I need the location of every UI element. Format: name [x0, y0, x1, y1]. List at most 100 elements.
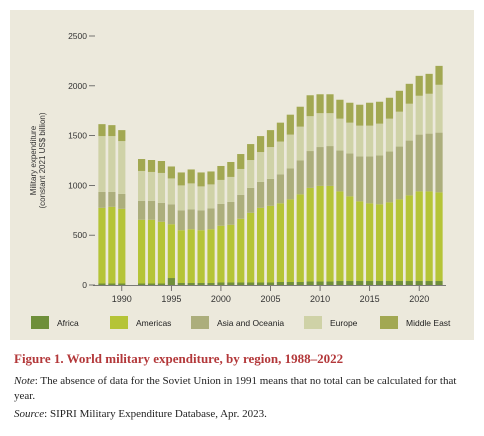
bar-segment [286, 134, 294, 169]
bar-segment [217, 282, 225, 285]
figure-note: Note: The absence of data for the Soviet… [14, 374, 470, 404]
x-axis: 1990 1995 2000 2005 2010 2015 2020 [93, 285, 446, 304]
bar-segment [356, 201, 364, 282]
bar-segment [227, 161, 235, 177]
bar-segment [366, 281, 374, 285]
bar-segment [247, 144, 255, 161]
bar-segment [187, 283, 195, 285]
bar-segment [108, 125, 116, 137]
bar-segment [385, 118, 394, 152]
bar-segment [316, 147, 324, 186]
y-tick-label: 2500 [68, 31, 87, 41]
bar-segment [256, 282, 265, 285]
bar-segment [405, 103, 413, 141]
bar-segment [237, 194, 245, 219]
bar-segment [425, 281, 433, 285]
bar-segment [98, 207, 106, 284]
y-axis: 0 500 1000 1500 2000 2500 [68, 31, 95, 290]
bar-segment [108, 206, 116, 284]
bar-segment [187, 169, 195, 184]
bar-segment [207, 184, 215, 209]
bar-segment [276, 174, 285, 204]
bar-segment [256, 136, 265, 153]
bar-segment [247, 160, 255, 188]
legend-label: Middle East [406, 318, 451, 328]
bar-segment [415, 191, 423, 282]
bar-segment [296, 106, 304, 127]
bar-segment [306, 116, 314, 152]
y-tick-label: 0 [82, 280, 87, 290]
bar-segment [415, 75, 423, 96]
bar-segment [326, 185, 334, 282]
bar-segment [207, 208, 215, 230]
bar-segment [326, 94, 334, 114]
bar-segment [375, 281, 384, 285]
x-tick-label: 1990 [112, 294, 132, 304]
bar-segment [98, 136, 106, 192]
bar-segment [356, 281, 364, 285]
y-tick-label: 1000 [68, 180, 87, 190]
y-axis-title: Military expenditure (constant 2021 US$ b… [29, 112, 47, 208]
figure-title: World military expenditure, by region, 1… [66, 351, 344, 366]
bar-segment [316, 281, 324, 285]
bar-segment [385, 202, 394, 282]
legend-swatch [191, 316, 209, 329]
bar-segment [435, 65, 443, 85]
bar-segment [98, 124, 106, 137]
bar-segment [405, 83, 413, 104]
bar-segment [138, 200, 146, 220]
legend-label: Europe [330, 318, 358, 328]
bar-segment [177, 172, 185, 186]
bar-segment [405, 140, 413, 196]
bar-segment [346, 102, 354, 123]
bar-segment [316, 185, 324, 282]
bar-segment [306, 187, 314, 282]
bar-segment [286, 282, 294, 285]
bar-segment [167, 204, 175, 225]
bar-segment [197, 230, 205, 284]
bar-segment [276, 122, 285, 142]
bar-segment [336, 150, 344, 192]
bar-segment [346, 122, 354, 154]
bar-segment [147, 160, 156, 172]
y-axis-title-line: Military expenditure [29, 125, 38, 195]
bars [98, 65, 443, 285]
bar-segment [286, 199, 294, 283]
bar-segment [366, 102, 374, 126]
bar-segment [247, 212, 255, 283]
bar-segment [385, 151, 394, 203]
y-tick-label: 500 [73, 230, 87, 240]
bar-segment [336, 281, 344, 285]
bar-segment [157, 172, 166, 203]
bar-segment [266, 147, 275, 179]
bar-segment [247, 187, 255, 213]
bar-segment [425, 191, 433, 282]
x-tick-label: 2005 [260, 294, 280, 304]
legend-label: Americas [136, 318, 171, 328]
bar-segment [375, 101, 384, 124]
bar-segment [157, 161, 166, 173]
bar-segment [187, 209, 195, 230]
bar-segment [147, 219, 156, 284]
x-tick-label: 2000 [211, 294, 231, 304]
bar-segment [415, 281, 423, 285]
chart-panel: Military expenditure (constant 2021 US$ b… [10, 10, 474, 340]
bar-segment [336, 99, 344, 119]
bar-segment [207, 171, 215, 185]
source-lead: Source [14, 408, 45, 420]
bar-segment [296, 160, 304, 195]
bar-segment [177, 185, 185, 211]
bar-segment [167, 178, 175, 205]
bar-segment [197, 283, 205, 285]
y-tick-label: 2000 [68, 81, 87, 91]
bar-segment [256, 181, 265, 208]
bar-segment [157, 221, 166, 284]
bar-segment [395, 199, 403, 282]
bar-segment [435, 84, 443, 133]
bar-segment [217, 165, 225, 180]
bar-segment [108, 283, 116, 285]
bar-segment [187, 229, 195, 283]
bar-segment [405, 281, 413, 285]
bar-segment [187, 183, 195, 210]
legend: Africa Americas Asia and Oceania Europe Midd… [31, 316, 451, 329]
